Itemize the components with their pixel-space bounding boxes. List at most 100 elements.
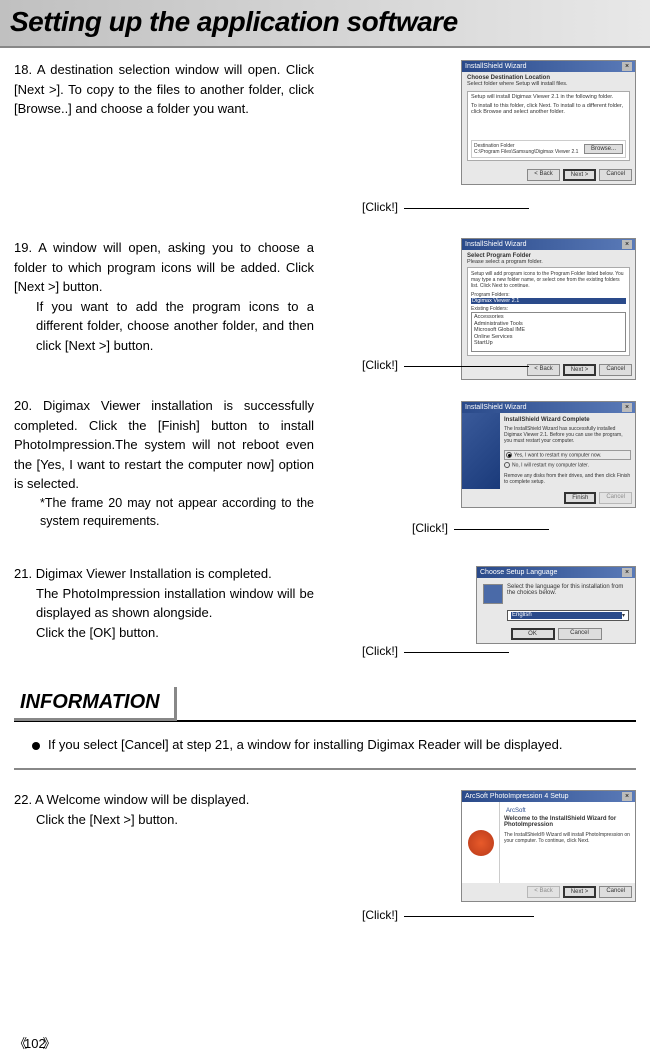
ok-button[interactable]: OK xyxy=(511,628,555,640)
dialog-21: Choose Setup Language × Select the langu… xyxy=(476,566,636,644)
step-21-num: 21. xyxy=(14,566,32,581)
dialog-19: InstallShield Wizard × Select Program Fo… xyxy=(461,238,636,380)
dialog-18-sub: Select folder where Setup will install f… xyxy=(467,81,568,87)
step-20-text: 20. Digimax Viewer installation is succe… xyxy=(14,396,314,531)
finish-button[interactable]: Finish xyxy=(564,492,596,504)
step-21-text: 21. Digimax Viewer Installation is compl… xyxy=(14,564,314,642)
cancel-button: Cancel xyxy=(599,492,632,504)
close-icon[interactable]: × xyxy=(622,403,632,412)
click-line-20 xyxy=(454,529,549,530)
close-icon[interactable]: × xyxy=(622,792,632,801)
cancel-button[interactable]: Cancel xyxy=(599,886,632,898)
radio-icon xyxy=(504,462,510,468)
language-select[interactable]: English ▾ xyxy=(507,610,629,621)
list-item[interactable]: Microsoft Global IME xyxy=(474,327,623,334)
browse-button[interactable]: Browse... xyxy=(584,144,623,154)
dialog-22-title: ArcSoft PhotoImpression 4 Setup xyxy=(465,793,569,800)
dest-folder-box: Destination Folder C:\Program Files\Sams… xyxy=(471,140,626,158)
dialog-20-titlebar: InstallShield Wizard × xyxy=(462,402,635,413)
step-19-body2: If you want to add the program icons to … xyxy=(36,297,314,356)
wizard-sidebar-image xyxy=(462,413,500,489)
dialog-20-line1: The InstallShield Wizard has successfull… xyxy=(504,426,631,444)
back-button: < Back xyxy=(527,886,560,898)
dialog-21-title: Choose Setup Language xyxy=(480,569,557,576)
dialog-20-title: InstallShield Wizard xyxy=(465,404,526,411)
radio-icon xyxy=(506,452,512,458)
close-icon[interactable]: × xyxy=(622,568,632,577)
step-21-body2: The PhotoImpression installation window … xyxy=(36,584,314,623)
click-line-22 xyxy=(404,916,534,917)
click-line-18 xyxy=(404,208,529,209)
chevron-down-icon: ▾ xyxy=(622,612,625,619)
click-label-18: [Click!] xyxy=(362,200,398,214)
cancel-button[interactable]: Cancel xyxy=(599,169,632,181)
step-19: 19. A window will open, asking you to ch… xyxy=(14,238,636,378)
cancel-button[interactable]: Cancel xyxy=(599,364,632,376)
dialog-19-buttons: < Back Next > Cancel xyxy=(462,361,635,379)
next-button[interactable]: Next > xyxy=(563,364,597,376)
radio-opt1[interactable]: Yes, I want to restart my computer now. xyxy=(504,450,631,460)
dialog-22-body: ArcSoft Welcome to the InstallShield Wiz… xyxy=(462,802,635,883)
radio-opt2[interactable]: No, I will restart my computer later. xyxy=(504,462,631,468)
dialog-20-main: InstallShield Wizard Complete The Instal… xyxy=(500,413,635,489)
info-title: INFORMATION xyxy=(14,687,177,721)
dialog-21-titlebar: Choose Setup Language × xyxy=(477,567,635,578)
dialog-18-body: Choose Destination Location Select folde… xyxy=(462,72,635,166)
cancel-button[interactable]: Cancel xyxy=(558,628,602,640)
arcsoft-brand: ArcSoft xyxy=(504,806,631,816)
lang-row: English ▾ xyxy=(477,610,635,625)
next-button[interactable]: Next > xyxy=(563,169,597,181)
list-item[interactable]: Accessories xyxy=(474,314,623,321)
dialog-18-titlebar: InstallShield Wizard × xyxy=(462,61,635,72)
dialog-22: ArcSoft PhotoImpression 4 Setup × ArcSof… xyxy=(461,790,636,902)
dialog-22-line1: The InstallShield® Wizard will install P… xyxy=(504,832,631,844)
dialog-21-line1: Select the language for this installatio… xyxy=(507,584,629,604)
dialog-18-panel: Setup will install Digimax Viewer 2.1 in… xyxy=(467,91,630,161)
arcsoft-logo-icon xyxy=(468,830,494,856)
info-text: If you select [Cancel] at step 21, a win… xyxy=(48,737,562,752)
click-label-20: [Click!] xyxy=(412,521,448,535)
step-20-note: *The frame 20 may not appear according t… xyxy=(40,494,314,532)
content-area: 18. A destination selection window will … xyxy=(0,48,650,956)
step-20-body: Digimax Viewer installation is successfu… xyxy=(14,398,314,491)
dialog-22-main: ArcSoft Welcome to the InstallShield Wiz… xyxy=(500,802,635,883)
dialog-22-titlebar: ArcSoft PhotoImpression 4 Setup × xyxy=(462,791,635,802)
dialog-18: InstallShield Wizard × Choose Destinatio… xyxy=(461,60,636,185)
dialog-18-line1: Setup will install Digimax Viewer 2.1 in… xyxy=(471,94,626,100)
pf-value[interactable]: Digimax Viewer 2.1 xyxy=(471,298,626,304)
step-22: 22. A Welcome window will be displayed. … xyxy=(14,790,636,930)
dialog-19-line1: Setup will add program icons to the Prog… xyxy=(471,271,626,289)
existing-folders-list[interactable]: Accessories Administrative Tools Microso… xyxy=(471,312,626,352)
back-button[interactable]: < Back xyxy=(527,364,560,376)
dialog-19-body: Select Program Folder Please select a pr… xyxy=(462,250,635,361)
back-button[interactable]: < Back xyxy=(527,169,560,181)
step-21-body3: Click the [OK] button. xyxy=(36,623,159,643)
info-body: If you select [Cancel] at step 21, a win… xyxy=(14,720,636,770)
click-line-21 xyxy=(404,652,509,653)
step-22-body2: Click the [Next >] button. xyxy=(36,810,178,830)
globe-icon xyxy=(483,584,503,604)
step-19-num: 19. xyxy=(14,240,32,255)
dialog-19-panel: Setup will add program icons to the Prog… xyxy=(467,267,630,356)
step-22-num: 22. xyxy=(14,792,32,807)
step-22-text: 22. A Welcome window will be displayed. … xyxy=(14,790,314,829)
step-19-body: A window will open, asking you to choose… xyxy=(14,240,314,294)
next-button[interactable]: Next > xyxy=(563,886,597,898)
page-number: 102 xyxy=(14,1033,56,1052)
step-21-body: Digimax Viewer Installation is completed… xyxy=(36,566,272,581)
dialog-18-buttons: < Back Next > Cancel xyxy=(462,166,635,184)
information-block: INFORMATION If you select [Cancel] at st… xyxy=(14,687,636,770)
click-label-21: [Click!] xyxy=(362,644,398,658)
list-item[interactable]: StartUp xyxy=(474,340,623,347)
list-item[interactable]: Administrative Tools xyxy=(474,321,623,328)
dialog-20-line2: Remove any disks from their drives, and … xyxy=(504,473,631,485)
step-20-num: 20. xyxy=(14,398,32,413)
dialog-19-sub: Please select a program folder. xyxy=(467,259,543,265)
wizard-sidebar xyxy=(462,802,500,883)
dialog-19-titlebar: InstallShield Wizard × xyxy=(462,239,635,250)
step-21: 21. Digimax Viewer Installation is compl… xyxy=(14,564,636,669)
list-item[interactable]: Online Services xyxy=(474,334,623,341)
close-icon[interactable]: × xyxy=(622,240,632,249)
close-icon[interactable]: × xyxy=(622,62,632,71)
step-22-body: A Welcome window will be displayed. xyxy=(35,792,249,807)
